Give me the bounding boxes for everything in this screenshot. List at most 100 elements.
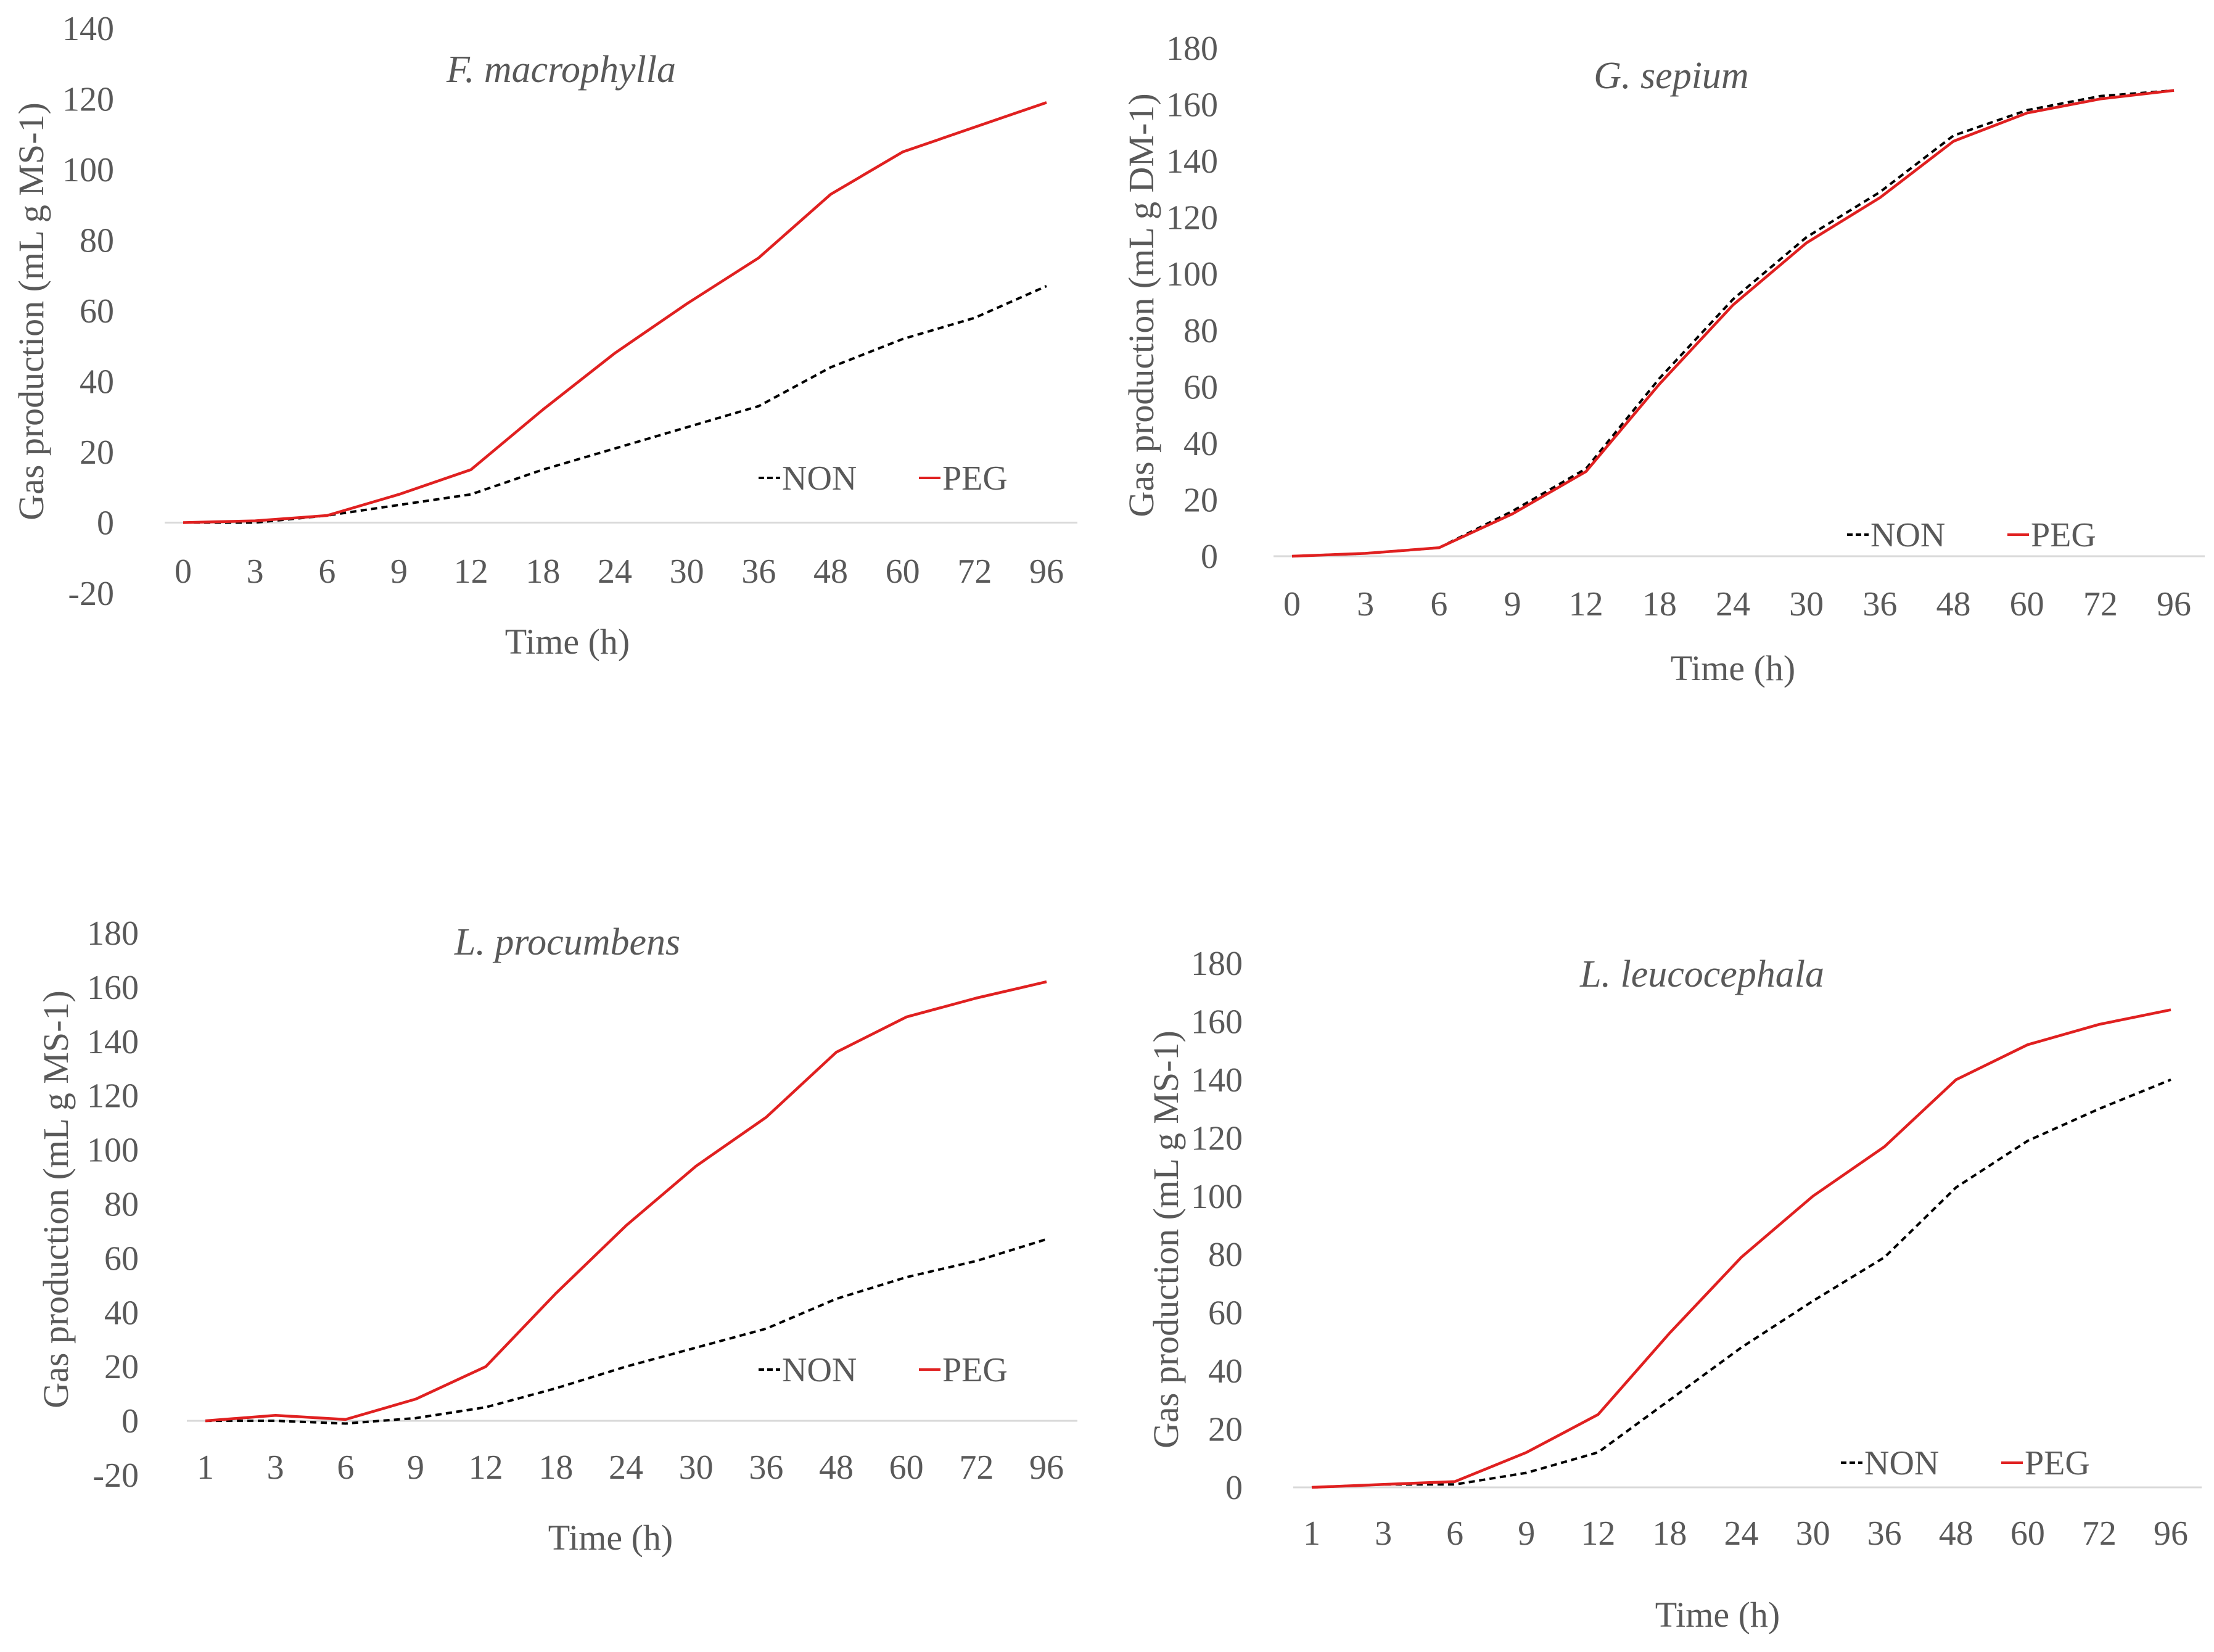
x-tick-labels: 0 3 6 9 12 18 24 30 36 48 60 72 96 [1283, 585, 2191, 623]
chart-l-leucocephala: L. leucocephala Gas production (mL g MS-… [1146, 945, 2202, 1635]
y-tick-label: 40 [1208, 1352, 1243, 1391]
x-tick-label: 1 [1303, 1514, 1320, 1553]
chart-title: G. sepium [1594, 55, 1748, 97]
x-tick-label: 96 [2154, 1514, 2188, 1553]
x-axis-label: Time (h) [1655, 1595, 1780, 1635]
x-tick-label: 3 [267, 1449, 284, 1487]
legend-label-non: NON [782, 1351, 857, 1389]
x-tick-label: 12 [469, 1449, 503, 1487]
x-axis-label: Time (h) [548, 1518, 673, 1558]
x-tick-label: 0 [1283, 585, 1301, 623]
y-tick-label: 60 [1183, 368, 1218, 406]
x-tick-label: 9 [390, 553, 408, 591]
x-tick-labels: 1 3 6 9 12 18 24 30 36 48 60 72 96 [197, 1449, 1064, 1487]
y-tick-label: 120 [1191, 1119, 1243, 1157]
chart-f-macrophylla: F. macrophylla Gas production (mL g MS-1… [11, 10, 1077, 662]
y-tick-label: 40 [1183, 425, 1218, 463]
x-tick-label: 48 [1936, 585, 1971, 623]
y-tick-label: 120 [1166, 199, 1218, 237]
y-tick-label: 140 [87, 1023, 139, 1061]
x-tick-label: 12 [1581, 1514, 1615, 1553]
legend-label-peg: PEG [2025, 1444, 2090, 1482]
y-axis-label: Gas production (mL g MS-1) [11, 102, 51, 520]
y-axis-label: Gas production (mL g MS-1) [1146, 1030, 1186, 1449]
y-tick-label: 0 [1225, 1469, 1243, 1507]
y-tick-label: 0 [1201, 538, 1218, 576]
chart-title: L. procumbens [454, 921, 680, 963]
chart-title: L. leucocephala [1579, 953, 1824, 995]
y-tick-label: 180 [1191, 945, 1243, 983]
legend-label-non: NON [1864, 1444, 1939, 1482]
legend: NON PEG [759, 459, 1008, 498]
legend-label-peg: PEG [942, 459, 1008, 498]
legend-label-peg: PEG [2031, 516, 2096, 554]
x-tick-label: 36 [749, 1449, 783, 1487]
x-tick-label: 3 [1357, 585, 1374, 623]
x-tick-label: 6 [318, 553, 335, 591]
y-tick-label: 100 [87, 1132, 139, 1170]
chart-l-procumbens: L. procumbens Gas production (mL g MS-1)… [36, 914, 1077, 1558]
x-tick-label: 96 [1029, 553, 1064, 591]
legend-label-peg: PEG [942, 1351, 1008, 1389]
x-tick-label: 6 [1430, 585, 1447, 623]
x-tick-label: 72 [2082, 1514, 2117, 1553]
x-tick-label: 30 [1789, 585, 1824, 623]
x-tick-label: 9 [1518, 1514, 1535, 1553]
y-tick-label: 100 [1191, 1178, 1243, 1216]
x-tick-label: 36 [741, 553, 776, 591]
y-tick-label: 180 [87, 914, 139, 953]
y-tick-label: 60 [80, 292, 114, 331]
series-line-non [183, 285, 1047, 524]
x-tick-label: 60 [886, 553, 920, 591]
y-tick-label: 60 [1208, 1294, 1243, 1333]
series-line-non [1291, 89, 2175, 557]
x-tick-label: 48 [1939, 1514, 1973, 1553]
x-tick-label: 30 [670, 553, 704, 591]
x-tick-labels: 0 3 6 9 12 18 24 30 36 48 60 72 96 [175, 553, 1064, 591]
y-tick-label: 100 [62, 151, 114, 189]
y-tick-label: 60 [104, 1239, 139, 1278]
x-tick-label: 60 [2010, 1514, 2045, 1553]
series-lines [205, 980, 1047, 1425]
y-tick-label: 20 [1208, 1411, 1243, 1449]
x-tick-label: 36 [1862, 585, 1897, 623]
legend: NON PEG [1847, 516, 2096, 554]
y-tick-label: 140 [62, 10, 114, 48]
x-tick-label: 3 [247, 553, 264, 591]
y-axis-label: Gas production (mL g DM-1) [1121, 93, 1161, 517]
x-tick-labels: 1 3 6 9 12 18 24 30 36 48 60 72 96 [1303, 1514, 2188, 1553]
x-tick-label: 0 [175, 553, 192, 591]
x-tick-label: 12 [454, 553, 488, 591]
x-tick-label: 96 [2157, 585, 2191, 623]
series-lines [183, 101, 1047, 524]
y-tick-label: 100 [1166, 255, 1218, 294]
x-tick-label: 18 [525, 553, 560, 591]
y-tick-label: 20 [104, 1348, 139, 1386]
x-tick-label: 18 [538, 1449, 573, 1487]
x-tick-label: 24 [598, 553, 632, 591]
x-tick-label: 72 [957, 553, 992, 591]
x-axis-label: Time (h) [1671, 648, 1796, 688]
y-tick-label: 0 [97, 504, 114, 543]
y-tick-label: 80 [80, 222, 114, 260]
y-tick-label: 80 [1183, 312, 1218, 350]
series-line-peg [1291, 89, 2175, 558]
y-tick-labels: 0 20 40 60 80 100 120 140 160 180 [1191, 945, 1243, 1507]
y-tick-label: 80 [104, 1186, 139, 1224]
series-line-non [1311, 1079, 2171, 1489]
x-tick-label: 36 [1867, 1514, 1902, 1553]
y-tick-label: 160 [1166, 86, 1218, 125]
series-lines [1311, 1008, 2171, 1489]
y-tick-label: -20 [93, 1457, 139, 1495]
legend-label-non: NON [782, 459, 857, 498]
y-axis-label: Gas production (mL g MS-1) [36, 990, 76, 1408]
y-tick-label: 120 [87, 1077, 139, 1116]
y-tick-labels: 0 20 40 60 80 100 120 140 160 180 [1166, 30, 1218, 576]
y-tick-label: 80 [1208, 1236, 1243, 1274]
y-tick-labels: -20 0 20 40 60 80 100 120 140 [62, 10, 114, 613]
series-line-non [205, 1238, 1047, 1425]
x-tick-label: 6 [1446, 1514, 1463, 1553]
y-tick-labels: -20 0 20 40 60 80 100 120 140 160 180 [87, 914, 139, 1495]
legend-label-non: NON [1870, 516, 1945, 554]
